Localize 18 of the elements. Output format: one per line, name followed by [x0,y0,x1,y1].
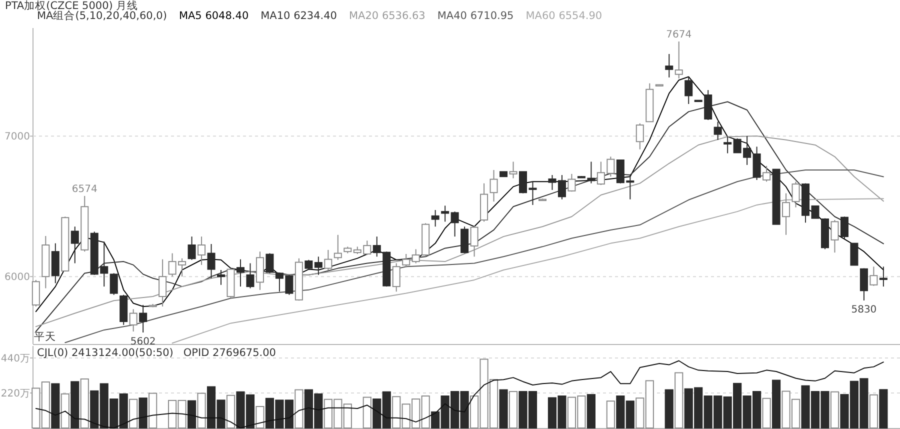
chart-title: CJL(0) 2413124.00(50:50) [37,347,174,359]
annotation: 5830 [851,304,877,316]
chart-title: OPID 2769675.00 [183,347,276,359]
text: MA5 6048.40 [178,10,249,22]
annotation: 6574 [72,184,98,195]
annotation: 7674 [666,29,692,40]
text: MA20 6536.63 [349,10,426,22]
annotation: 5602 [130,336,156,348]
y-tick-label: 6000 [4,272,30,284]
text: MA60 6554.90 [526,10,602,22]
y-tick-label: 7000 [4,132,30,143]
chart-title: PTA加权(CZCE 5000) 月线 [5,0,138,12]
y-tick-label: 220万 [0,388,30,400]
chart-subtitle: MA组合(5,10,20,40,60,0) [37,9,167,22]
y-tick-label: 440万 [0,353,30,364]
text: MA10 6234.40 [260,10,337,22]
text: MA40 6710.95 [437,10,514,22]
annotation: 平天 [34,331,56,343]
